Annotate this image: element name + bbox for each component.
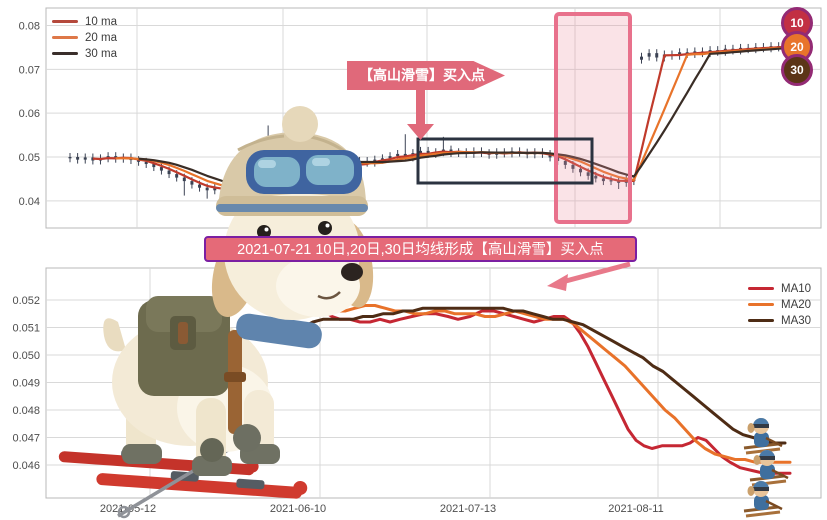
bottom-y-tick: 0.048 [12, 405, 40, 417]
top-chart-highlight-boxes [416, 12, 632, 224]
top-chart-legend: 10 ma 20 ma 30 ma [52, 15, 117, 60]
bottom-chart-ma-lines [291, 282, 792, 475]
bottom-y-tick: 0.049 [12, 378, 40, 390]
legend-item: MA30 [748, 314, 811, 327]
ski-dog-illustration [58, 106, 374, 519]
bottom-y-tick: 0.052 [12, 295, 40, 307]
top-y-tick: 0.04 [19, 196, 40, 208]
legend-item: 30 ma [52, 47, 117, 60]
bottom-y-tick: 0.047 [12, 433, 40, 445]
bottom-x-tick: 2021-07-13 [440, 503, 496, 515]
bottom-chart-legend: MA10 MA20 MA30 [748, 282, 811, 327]
legend-item: MA20 [748, 298, 811, 311]
top-y-tick: 0.05 [19, 152, 40, 164]
legend-item: MA10 [748, 282, 811, 295]
pink-highlight-box [554, 12, 632, 224]
legend-swatch [748, 319, 774, 322]
top-y-tick: 0.07 [19, 64, 40, 76]
bottom-y-tick: 0.051 [12, 323, 40, 335]
legend-label: 10 ma [85, 15, 117, 28]
legend-swatch [52, 20, 78, 23]
legend-label: MA30 [781, 314, 812, 327]
top-y-tick: 0.06 [19, 108, 40, 120]
series-MA30 [291, 306, 787, 445]
black-range-box [416, 137, 594, 185]
legend-swatch [52, 36, 78, 39]
legend-swatch [748, 287, 774, 290]
legend-swatch [748, 303, 774, 306]
legend-label: MA20 [781, 298, 812, 311]
buy-point-callout: 【高山滑雪】买入点 [347, 61, 505, 90]
series-MA20 [291, 304, 792, 464]
top-chart-grid: 0.08 0.07 0.06 0.05 0.04 [19, 7, 822, 229]
series-MA10 [291, 282, 792, 475]
ski-character-markers [742, 416, 790, 518]
bottom-y-tick: 0.046 [12, 460, 40, 472]
banner-pointer-arrow-icon [547, 261, 631, 291]
ski-character-icon [748, 448, 790, 487]
bottom-x-tick: 2021-08-11 [608, 503, 663, 515]
buy-point-down-arrow-icon [407, 90, 434, 140]
legend-label: MA10 [781, 282, 812, 295]
legend-label: 30 ma [85, 47, 117, 60]
legend-item: 20 ma [52, 31, 117, 44]
legend-label: 20 ma [85, 31, 117, 44]
ma-badge-30: 30 [781, 54, 813, 86]
legend-item: 10 ma [52, 15, 117, 28]
legend-swatch [52, 52, 78, 55]
event-banner: 2021-07-21 10日,20日,30日均线形成【高山滑雪】买入点 [204, 236, 637, 262]
top-y-tick: 0.08 [19, 21, 40, 33]
bottom-y-tick: 0.050 [12, 350, 40, 362]
bottom-x-tick: 2021-06-10 [270, 503, 326, 515]
